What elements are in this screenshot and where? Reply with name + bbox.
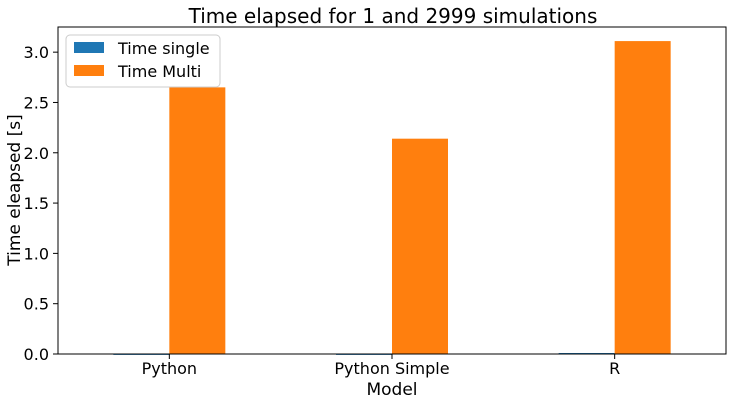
x-axis-label: Model <box>366 380 417 400</box>
y-tick-label: 1.0 <box>24 244 49 263</box>
x-tick-label: Python <box>142 359 197 378</box>
bar-time-multi-r <box>614 41 671 355</box>
y-tick-label: 1.5 <box>24 194 49 213</box>
x-tick-label: Python Simple <box>334 359 449 378</box>
legend-swatch-time-single <box>74 42 104 53</box>
y-tick-label: 2.5 <box>24 93 49 112</box>
legend-box <box>65 34 221 88</box>
bar-time-multi-python <box>169 87 226 354</box>
x-tick-label: R <box>609 359 620 378</box>
legend-swatch-time-multi <box>74 65 104 76</box>
y-tick-label: 2.0 <box>24 144 49 163</box>
legend-label-time-single: Time single <box>117 39 210 58</box>
bars-group <box>113 41 671 355</box>
y-tick-label: 3.0 <box>24 43 49 62</box>
y-axis: 0.0 0.5 1.0 1.5 2.0 2.5 3.0 <box>24 43 58 364</box>
legend: Time single Time Multi <box>65 34 221 88</box>
legend-label-time-multi: Time Multi <box>117 62 201 81</box>
y-tick-label: 0.0 <box>24 345 49 364</box>
bar-time-multi-python-simple <box>392 138 448 354</box>
bar-time-single-r <box>558 352 615 354</box>
x-axis: Python Python Simple R <box>142 354 620 378</box>
y-axis-label: Time eleapsed [s] <box>5 114 25 267</box>
y-tick-label: 0.5 <box>24 295 49 314</box>
chart-title: Time elapsed for 1 and 2999 simulations <box>188 4 598 28</box>
